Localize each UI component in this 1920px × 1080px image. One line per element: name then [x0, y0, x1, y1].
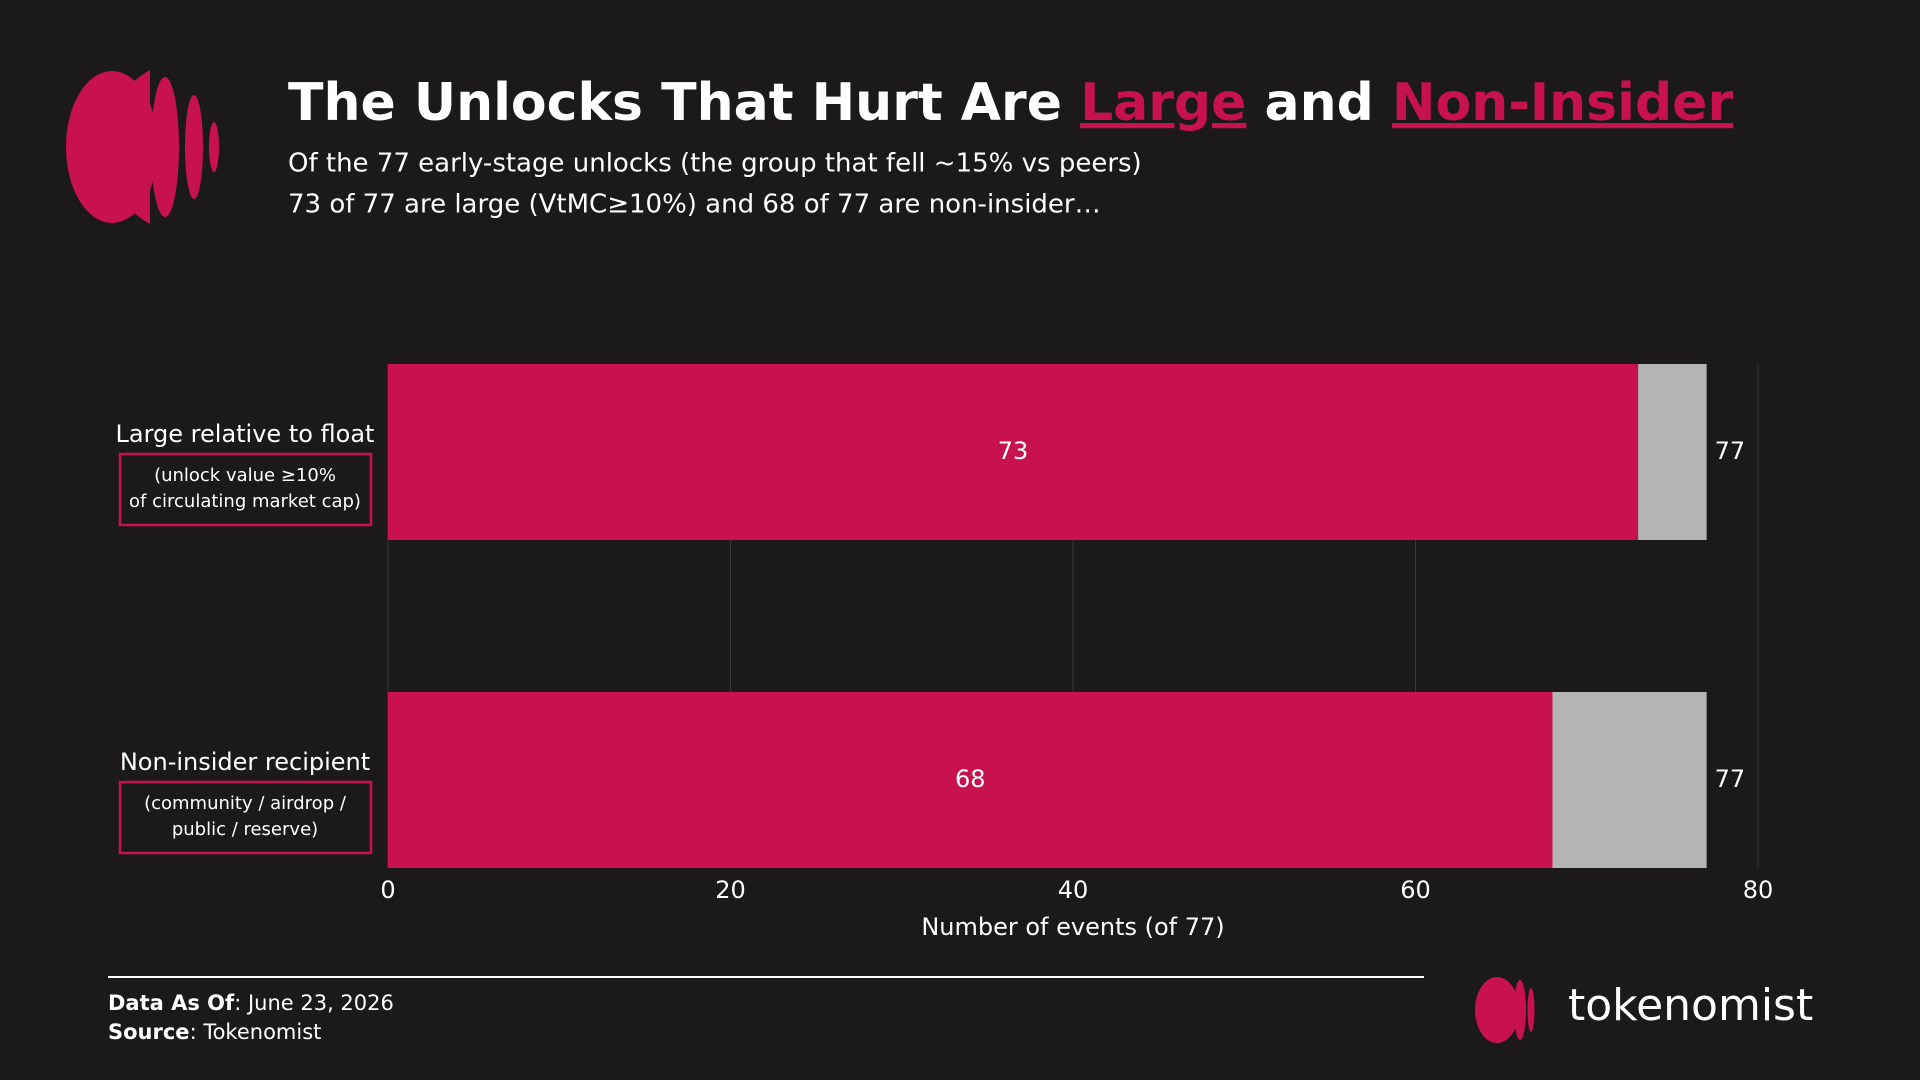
- category-label: Non-insider recipient: [120, 748, 370, 776]
- category-label: Large relative to float: [116, 420, 375, 448]
- total-label: 77: [1715, 765, 1746, 793]
- category-note: (unlock value ≥10%: [154, 465, 336, 486]
- footer-date: Data As Of: June 23, 2026: [108, 991, 394, 1015]
- category-note-box: [118, 780, 373, 855]
- category-note-box: [118, 452, 373, 527]
- x-tick-label: 80: [1743, 876, 1774, 904]
- footer-value: : Tokenomist: [190, 1020, 322, 1044]
- logo: [66, 70, 219, 224]
- subtitle: 73 of 77 are large (VtMC≥10%) and 68 of …: [288, 190, 1101, 220]
- title-part: and: [1246, 73, 1392, 133]
- x-tick-label: 40: [1058, 876, 1089, 904]
- bar-segment: [1638, 364, 1707, 540]
- footer-source: Source: Tokenomist: [108, 1020, 321, 1044]
- brand-name: tokenomist: [1568, 980, 1813, 1031]
- category-note: public / reserve): [172, 819, 318, 840]
- bar-segment: [388, 364, 1639, 540]
- footer-label: Source: [108, 1020, 190, 1044]
- x-tick-label: 20: [715, 876, 746, 904]
- total-label: 77: [1715, 437, 1746, 465]
- x-tick-label: 60: [1400, 876, 1431, 904]
- title-part: The Unlocks That Hurt Are: [288, 73, 1080, 133]
- x-axis-label: Number of events (of 77): [921, 913, 1224, 941]
- data-label: 68: [955, 765, 986, 793]
- category-note: of circulating market cap): [129, 491, 361, 512]
- title-highlight: Non-Insider: [1392, 73, 1733, 133]
- data-label: 73: [998, 437, 1029, 465]
- x-tick-label: 0: [380, 876, 395, 904]
- footer-label: Data As Of: [108, 991, 235, 1015]
- footer-value: : June 23, 2026: [234, 991, 394, 1015]
- bar-segment: [388, 692, 1553, 868]
- bar-segment: [1552, 692, 1707, 868]
- brand-logo: [1475, 977, 1535, 1043]
- title-highlight: Large: [1080, 73, 1246, 133]
- subtitle: Of the 77 early-stage unlocks (the group…: [288, 149, 1142, 179]
- category-note: (community / airdrop /: [144, 793, 347, 814]
- chart-title: The Unlocks That Hurt Are Large and Non-…: [288, 73, 1733, 133]
